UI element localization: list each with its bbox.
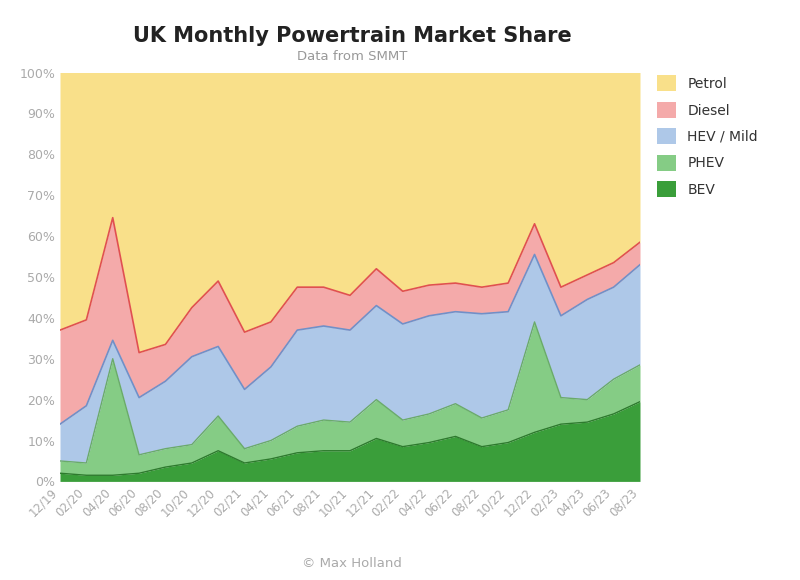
Text: Data from SMMT: Data from SMMT [297, 50, 407, 63]
Text: UK Monthly Powertrain Market Share: UK Monthly Powertrain Market Share [133, 26, 571, 46]
Legend: Petrol, Diesel, HEV / Mild, PHEV, BEV: Petrol, Diesel, HEV / Mild, PHEV, BEV [653, 71, 762, 201]
Text: © Max Holland: © Max Holland [302, 557, 402, 570]
